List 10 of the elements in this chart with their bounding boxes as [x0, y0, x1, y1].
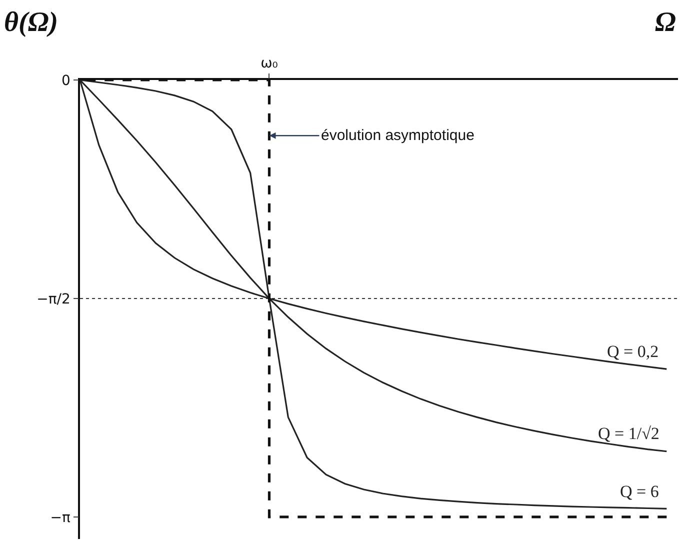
- y-tick-label: −π: [50, 510, 72, 526]
- series-label: Q = 6: [620, 482, 659, 501]
- series-label: Q = 0,2: [607, 342, 659, 361]
- series-label: Q = 1/√2: [598, 424, 660, 443]
- annotation: évolution asymptotique: [321, 127, 474, 144]
- y-tick-label: −π/2: [36, 291, 70, 308]
- x-tick-label: ω₀: [260, 56, 278, 72]
- y-tick-label: 0: [62, 72, 70, 89]
- y-axis-title: θ(Ω): [4, 7, 58, 38]
- x-axis-title: Ω: [655, 7, 676, 38]
